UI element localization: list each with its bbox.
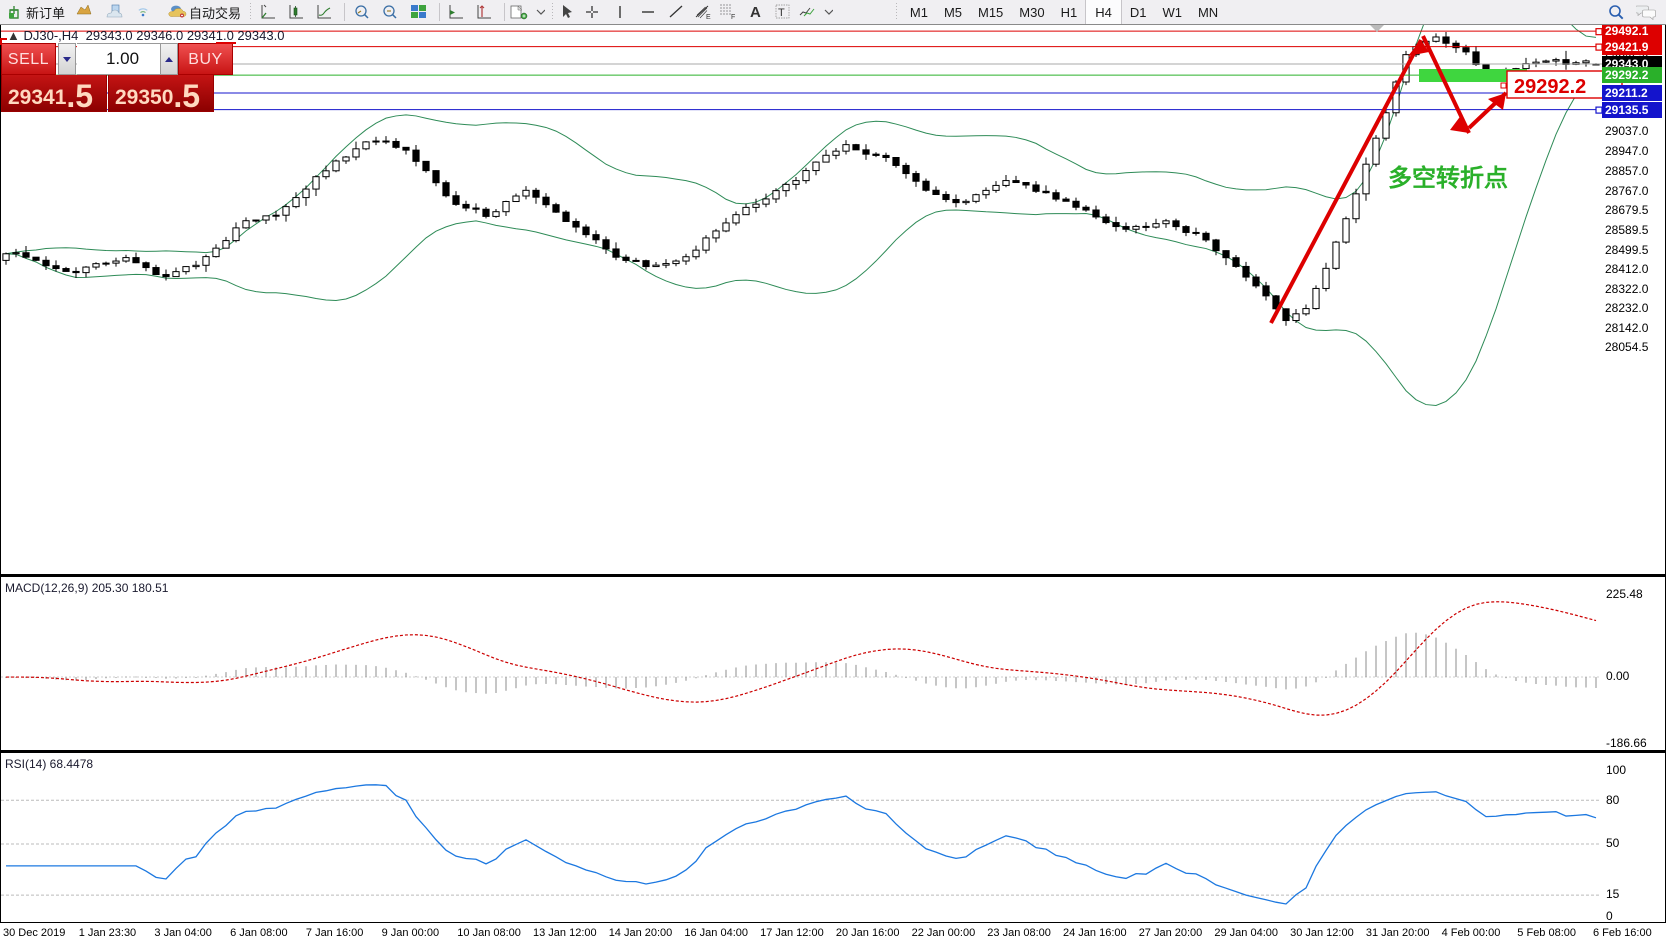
svg-text:T: T [778, 7, 785, 19]
svg-text:E: E [706, 14, 711, 20]
svg-text:F: F [731, 14, 735, 20]
